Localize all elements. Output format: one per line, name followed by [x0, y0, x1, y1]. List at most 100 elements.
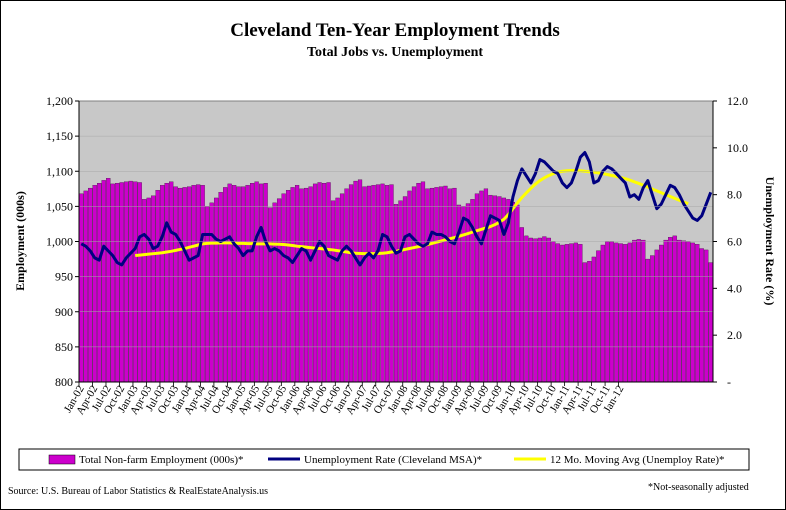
bar [205, 206, 210, 383]
bar [79, 193, 84, 383]
bar [650, 255, 655, 383]
bar [196, 184, 201, 383]
bar [245, 185, 250, 383]
bar [182, 187, 187, 383]
bar [110, 183, 115, 383]
bar [681, 240, 686, 383]
legend-box [18, 448, 750, 471]
bar [299, 188, 304, 383]
bar [232, 185, 237, 383]
unemployment-rate-line [80, 151, 713, 267]
bar [483, 188, 489, 383]
bar [321, 183, 327, 383]
bar [578, 244, 583, 383]
bar [326, 182, 331, 383]
bar [115, 183, 120, 383]
source-note: Source: U.S. Bureau of Labor Statistics … [8, 486, 268, 497]
left-tick-label: 800 [55, 375, 73, 389]
bar [542, 236, 547, 383]
bar [402, 196, 408, 383]
bar [677, 239, 682, 383]
bar [101, 180, 106, 383]
bar [447, 188, 453, 383]
bar [546, 237, 551, 383]
bar [259, 183, 264, 383]
bar [133, 181, 138, 383]
right-tick-label: 2.0 [727, 328, 742, 342]
bar [587, 261, 592, 383]
bar [317, 182, 322, 383]
bar [582, 262, 587, 383]
bar [285, 190, 291, 383]
bar [380, 183, 385, 383]
bar [164, 183, 169, 383]
bar [569, 243, 574, 383]
bar [645, 258, 650, 383]
line-series [80, 151, 713, 267]
bar [294, 185, 300, 383]
bar [290, 187, 295, 383]
bar [420, 181, 426, 383]
right-tick-label: - [727, 375, 731, 389]
bar [564, 244, 569, 383]
bar [465, 203, 471, 383]
bar [353, 180, 358, 383]
bar [151, 195, 156, 383]
chart-title: Cleveland Ten-Year Employment Trends [230, 20, 560, 41]
bar [654, 249, 659, 383]
bar [128, 180, 133, 383]
bar [663, 239, 668, 383]
bar [627, 242, 632, 383]
bar [223, 187, 228, 383]
bar [560, 244, 565, 383]
bar [160, 185, 165, 383]
left-tick-label: 850 [55, 340, 73, 354]
bar [371, 185, 376, 383]
chart-subtitle: Total Jobs vs. Unemployment [307, 45, 483, 60]
left-tick-label: 1,050 [46, 199, 73, 213]
bar [393, 204, 399, 383]
bar [344, 188, 349, 383]
bar [366, 185, 372, 383]
bar [591, 256, 596, 383]
bar [281, 193, 286, 383]
bar [398, 200, 403, 383]
bar [429, 187, 435, 383]
left-tick-label: 950 [55, 270, 73, 284]
bar [614, 242, 619, 383]
bar [209, 202, 214, 383]
bar [178, 187, 183, 383]
footnote: *Not-seasonally adjusted [648, 482, 749, 493]
bar [169, 181, 174, 383]
bar [272, 202, 277, 383]
bar [146, 197, 151, 383]
bar [303, 187, 309, 383]
bar [479, 190, 484, 383]
bar [699, 248, 704, 383]
bar [573, 242, 578, 383]
bar [375, 184, 381, 383]
bar [357, 179, 363, 383]
legend-swatch-employment [48, 454, 76, 465]
legend-label-unemployment: Unemployment Rate (Cleveland MSA)* [304, 454, 482, 466]
bar [83, 190, 88, 383]
bar [708, 262, 713, 383]
bar [672, 235, 677, 383]
right-axis-label: Unemployment Rate (%) [763, 177, 777, 306]
bar [124, 181, 129, 383]
bar [407, 190, 412, 383]
bar [510, 202, 516, 383]
bar [704, 249, 709, 383]
bar [434, 187, 439, 383]
bar [623, 244, 628, 383]
bar [236, 186, 241, 383]
right-tick-label: 10.0 [727, 141, 748, 155]
bar [276, 198, 282, 383]
bar [227, 183, 232, 383]
bar [335, 197, 340, 383]
bar [416, 183, 421, 383]
bar [596, 250, 601, 383]
bar [636, 239, 641, 383]
bar [632, 239, 637, 383]
bar [254, 181, 259, 383]
